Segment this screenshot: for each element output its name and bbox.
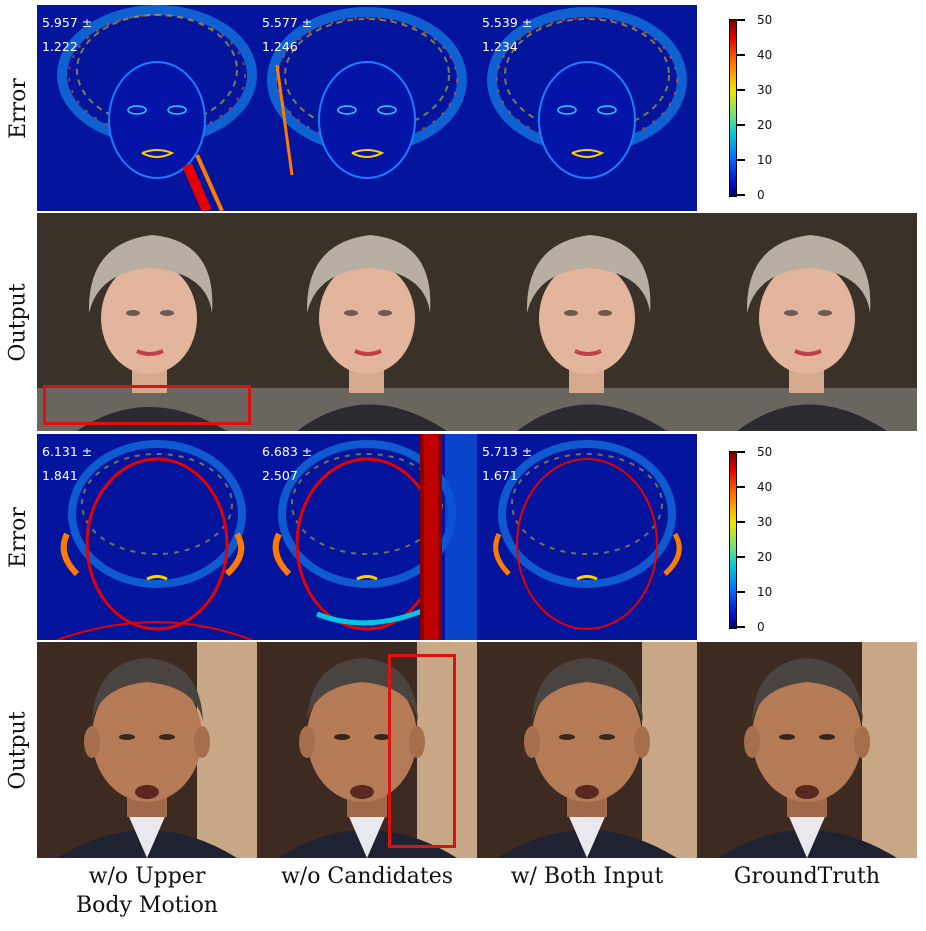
row-label-error-1: Error [5, 77, 31, 139]
colorbar-tick-label: 10 [757, 153, 773, 167]
portrait-image [257, 213, 477, 431]
output-s2-no-upper-body [37, 642, 257, 858]
portrait-image [697, 642, 917, 858]
error-heatmap-image [56, 440, 253, 640]
error-metric: 5.577 ±1.246 [262, 15, 313, 54]
error-metric: 6.683 ±2.507 [262, 444, 313, 483]
portrait-image [37, 642, 257, 858]
output-s1-both-input [477, 213, 697, 431]
colorbar-gradient [729, 451, 737, 629]
colorbar-tick-label: 50 [757, 13, 773, 27]
colorbar-2: 50 40 30 20 10 0 [729, 445, 819, 634]
highlight-box [388, 654, 456, 848]
error-heatmap-image [267, 7, 467, 179]
row-label-error-2: Error [5, 506, 31, 568]
output-s1-groundtruth [697, 213, 917, 431]
colorbar-tick-label: 0 [757, 620, 765, 634]
portrait-image [257, 642, 477, 858]
column-label-no-candidates: w/o Candidates [280, 864, 454, 889]
error-map-s2-no-candidates: 6.683 ±2.507 [257, 434, 477, 640]
error-heatmap-image [493, 440, 682, 630]
error-map-s2-both-input: 5.713 ±1.671 [477, 434, 697, 640]
colorbar-tick-label: 30 [757, 515, 773, 529]
error-map-s1-both-input: 5.539 ±1.234 [477, 5, 697, 211]
column-label-no-upper-body: w/o Upper Body Motion [76, 864, 218, 918]
error-map-s1-no-candidates: 5.577 ±1.246 [257, 5, 477, 211]
output-s1-no-candidates [257, 213, 477, 431]
error-metric: 5.957 ±1.222 [42, 15, 93, 54]
colorbar-tick-label: 40 [757, 480, 773, 494]
error-map-s1-no-upper-body: 5.957 ±1.222 [37, 5, 257, 211]
error-metric: 5.539 ±1.234 [482, 15, 533, 54]
error-metric: 6.131 ±1.841 [42, 444, 93, 483]
portrait-image [477, 642, 697, 858]
colorbar-tick-label: 40 [757, 48, 773, 62]
error-heatmap-image [272, 434, 477, 640]
colorbar-tick-label: 30 [757, 83, 773, 97]
output-s2-no-candidates [257, 642, 477, 858]
colorbar-tick-label: 10 [757, 585, 773, 599]
error-heatmap-image [57, 5, 257, 211]
row-label-output-2: Output [5, 710, 31, 790]
highlight-box [43, 385, 251, 425]
output-s2-both-input [477, 642, 697, 858]
colorbar-tick-label: 20 [757, 118, 773, 132]
colorbar-tick-label: 50 [757, 445, 773, 459]
error-map-s2-no-upper-body: 6.131 ±1.841 [37, 434, 257, 640]
error-heatmap-image [487, 7, 687, 179]
colorbar-tick-label: 20 [757, 550, 773, 564]
portrait-image [37, 213, 257, 431]
colorbar-tick-label: 0 [757, 188, 765, 202]
error-metric: 5.713 ±1.671 [482, 444, 533, 483]
column-label-groundtruth: GroundTruth [733, 864, 881, 889]
output-s2-groundtruth [697, 642, 917, 858]
portrait-image [697, 213, 917, 431]
portrait-image [477, 213, 697, 431]
colorbar-1: 50 40 30 20 10 0 [729, 13, 819, 202]
row-label-output-1: Output [5, 282, 31, 362]
colorbar-gradient [729, 19, 737, 197]
output-s1-no-upper-body [37, 213, 257, 431]
column-label-both-input: w/ Both Input [510, 864, 664, 889]
